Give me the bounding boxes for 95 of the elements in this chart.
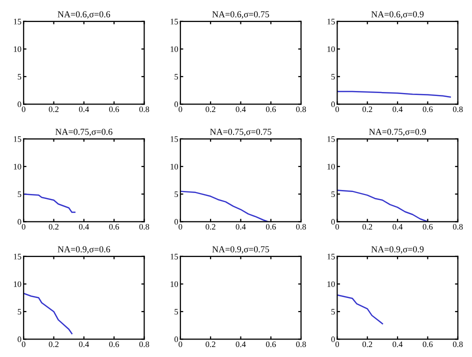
y-tick-label: 15	[170, 18, 178, 24]
y-tick-label: 5	[174, 309, 178, 315]
chart-title: NA=0.6,σ=0.6	[58, 11, 110, 19]
chart-title: NA=0.75,σ=0.9	[369, 128, 426, 136]
line-series	[337, 294, 384, 324]
y-tick-label: 5	[18, 309, 22, 315]
y-tick-label: 10	[328, 281, 335, 287]
y-tick-label: 0	[174, 336, 178, 342]
chart-title: NA=0.9,σ=0.75	[212, 246, 270, 254]
x-tick-label: 0.6	[266, 106, 276, 112]
y-tick-label: 0	[331, 336, 335, 342]
y-tick-label: 15	[170, 136, 178, 142]
y-tick-label: 0	[174, 219, 178, 225]
y-tick-label: 0	[331, 219, 335, 225]
x-tick-label: 0	[22, 341, 26, 348]
y-tick-label: 5	[331, 74, 335, 80]
x-tick-label: 0.8	[452, 106, 463, 112]
x-tick-label: 0.4	[392, 224, 403, 230]
line-series	[337, 190, 428, 222]
line-series	[24, 193, 76, 213]
x-tick-label: 0.6	[109, 341, 120, 348]
x-tick-label: 0.8	[452, 224, 463, 230]
y-tick-label: 10	[170, 46, 178, 52]
x-tick-label: 0.6	[109, 224, 120, 230]
y-tick-label: 15	[328, 18, 335, 24]
x-tick-label: 0.6	[266, 341, 276, 348]
x-tick-label: 0.2	[48, 341, 59, 348]
x-tick-label: 0.4	[236, 224, 246, 230]
x-tick-label: 0.8	[139, 341, 150, 348]
chart-title: NA=0.6,σ=0.9	[371, 11, 424, 19]
line-series	[180, 190, 268, 222]
x-tick-label: 0.4	[79, 106, 89, 112]
x-tick-label: 0.2	[362, 224, 372, 230]
y-tick-label: 10	[328, 46, 335, 52]
y-tick-label: 5	[331, 309, 335, 315]
x-tick-label: 0.6	[109, 106, 120, 112]
chart-title: NA=0.75,σ=0.75	[210, 128, 272, 136]
y-tick-label: 15	[170, 254, 178, 260]
y-tick-label: 5	[18, 74, 22, 80]
x-tick-label: 0	[178, 106, 182, 112]
x-tick-label: 0.4	[392, 341, 403, 348]
x-tick-label: 0.2	[206, 106, 216, 112]
y-tick-label: 10	[14, 281, 22, 287]
x-tick-label: 0.8	[296, 224, 306, 230]
y-tick-label: 10	[14, 164, 22, 170]
y-tick-label: 10	[14, 46, 22, 52]
y-tick-label: 15	[14, 18, 22, 24]
chart-title: NA=0.9,σ=0.6	[58, 246, 110, 254]
y-tick-label: 0	[174, 102, 178, 108]
x-tick-label: 0.2	[362, 106, 372, 112]
x-tick-label: 0.2	[362, 341, 372, 348]
x-tick-label: 0.8	[139, 106, 150, 112]
x-tick-label: 0.6	[422, 106, 433, 112]
x-tick-label: 0.2	[48, 224, 59, 230]
y-tick-label: 0	[18, 336, 22, 342]
x-tick-label: 0.2	[48, 106, 59, 112]
chart-title: NA=0.6,σ=0.75	[212, 11, 270, 19]
x-tick-label: 0.8	[296, 341, 306, 348]
y-tick-label: 5	[174, 74, 178, 80]
x-tick-label: 0.2	[206, 341, 216, 348]
x-tick-label: 0.4	[79, 341, 89, 348]
y-tick-label: 0	[18, 219, 22, 225]
x-tick-label: 0.8	[452, 341, 463, 348]
y-tick-label: 15	[14, 254, 22, 260]
y-tick-label: 10	[170, 281, 178, 287]
line-series	[24, 292, 72, 334]
chart-title: NA=0.75,σ=0.6	[55, 128, 112, 136]
y-tick-label: 15	[328, 136, 335, 142]
x-tick-label: 0.6	[422, 341, 433, 348]
y-tick-label: 0	[331, 102, 335, 108]
y-tick-label: 15	[14, 136, 22, 142]
x-tick-label: 0	[22, 224, 26, 230]
x-tick-label: 0	[178, 224, 182, 230]
y-tick-label: 15	[328, 254, 335, 260]
x-tick-label: 0	[335, 341, 339, 348]
y-tick-label: 10	[170, 164, 178, 170]
x-tick-label: 0	[335, 224, 339, 230]
y-tick-label: 5	[174, 192, 178, 198]
x-tick-label: 0.8	[139, 224, 150, 230]
x-tick-label: 0	[335, 106, 339, 112]
x-tick-label: 0.6	[422, 224, 433, 230]
y-tick-label: 5	[18, 192, 22, 198]
x-tick-label: 0.4	[392, 106, 403, 112]
x-tick-label: 0.4	[79, 224, 89, 230]
x-tick-label: 0.4	[236, 341, 246, 348]
x-tick-label: 0	[178, 341, 182, 348]
x-tick-label: 0.4	[236, 106, 246, 112]
y-tick-label: 10	[328, 164, 335, 170]
x-tick-label: 0.2	[206, 224, 216, 230]
chart-title: NA=0.9,σ=0.9	[371, 246, 424, 254]
x-tick-label: 0	[22, 106, 26, 112]
x-tick-label: 0.8	[296, 106, 306, 112]
x-tick-label: 0.6	[266, 224, 276, 230]
y-tick-label: 0	[18, 102, 22, 108]
y-tick-label: 5	[331, 192, 335, 198]
